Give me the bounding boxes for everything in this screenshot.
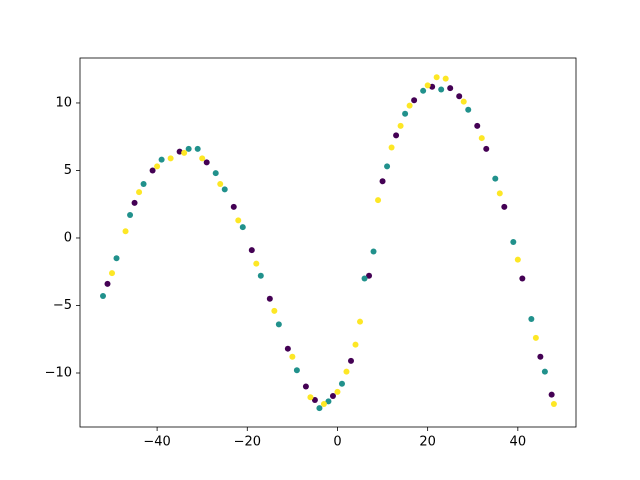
scatter-point <box>181 149 188 156</box>
scatter-point <box>537 353 544 360</box>
scatter-point <box>320 401 327 408</box>
scatter-point <box>230 203 237 210</box>
scatter-point <box>176 148 183 155</box>
scatter-point <box>239 224 246 231</box>
scatter-point <box>492 175 499 182</box>
y-tick-label: 0 <box>64 230 72 245</box>
scatter-point <box>465 106 472 113</box>
scatter-point <box>375 197 382 204</box>
x-tick-label: 20 <box>419 435 436 450</box>
x-tick-label: −20 <box>234 435 261 450</box>
plot-frame <box>79 57 577 428</box>
scatter-point <box>501 203 508 210</box>
scatter-point <box>496 190 503 197</box>
scatter-point <box>397 122 404 129</box>
scatter-point <box>402 110 409 117</box>
scatter-point <box>302 383 309 390</box>
scatter-point <box>541 368 548 375</box>
scatter-point <box>411 97 418 104</box>
scatter-point <box>514 256 521 263</box>
scatter-point <box>154 163 161 170</box>
scatter-point <box>548 391 555 398</box>
scatter-point <box>289 353 296 360</box>
x-tick-label: 0 <box>333 435 341 450</box>
scatter-point <box>316 405 323 412</box>
scatter-point <box>370 248 377 255</box>
x-tick-label: −40 <box>143 435 170 450</box>
scatter-point <box>406 102 413 109</box>
scatter-point <box>510 239 517 246</box>
scatter-point <box>266 295 273 302</box>
scatter-point <box>352 341 359 348</box>
scatter-point <box>334 388 341 395</box>
scatter-point <box>122 228 129 235</box>
y-tick-label: 5 <box>64 163 72 178</box>
scatter-point <box>379 178 386 185</box>
scatter-point <box>203 159 210 166</box>
scatter-point <box>442 75 449 82</box>
scatter-point <box>456 93 463 100</box>
scatter-point <box>433 74 440 81</box>
scatter-point <box>127 212 134 219</box>
scatter-point <box>478 135 485 142</box>
scatter-point <box>109 270 116 277</box>
y-tick-label: −10 <box>45 365 72 380</box>
scatter-point <box>140 180 147 187</box>
scatter-point <box>104 280 111 287</box>
scatter-point <box>221 186 228 193</box>
scatter-point <box>519 275 526 282</box>
y-tick-label: −5 <box>53 298 72 313</box>
scatter-point <box>185 145 192 152</box>
scatter-point <box>366 272 373 279</box>
scatter-point <box>253 260 260 267</box>
scatter-point <box>447 85 454 92</box>
scatter-point <box>474 122 481 129</box>
scatter-point <box>199 155 206 162</box>
scatter-point <box>293 367 300 374</box>
scatter-point <box>550 401 557 408</box>
scatter-point <box>271 307 278 314</box>
scatter-point <box>131 199 138 206</box>
scatter-point <box>149 167 156 174</box>
scatter-point <box>347 357 354 364</box>
scatter-point <box>158 156 165 163</box>
scatter-point <box>361 275 368 282</box>
scatter-point <box>311 396 318 403</box>
scatter-point <box>248 247 255 254</box>
scatter-point <box>257 272 264 279</box>
scatter-point <box>136 189 143 196</box>
scatter-point <box>460 98 467 105</box>
scatter-point <box>217 180 224 187</box>
scatter-point <box>420 87 427 94</box>
scatter-point <box>329 392 336 399</box>
scatter-point <box>532 334 539 341</box>
scatter-point <box>388 144 395 151</box>
scatter-point <box>307 394 314 401</box>
scatter-point <box>167 155 174 162</box>
scatter-point <box>113 255 120 262</box>
scatter-point <box>343 368 350 375</box>
y-tick-label: 10 <box>55 95 72 110</box>
scatter-point <box>194 145 201 152</box>
scatter-point <box>338 380 345 387</box>
scatter-point <box>235 217 242 224</box>
scatter-point <box>438 86 445 93</box>
scatter-point <box>384 163 391 170</box>
scatter-point <box>99 293 106 300</box>
scatter-point <box>275 321 282 328</box>
scatter-point <box>424 82 431 89</box>
scatter-point <box>357 318 364 325</box>
scatter-point <box>212 170 219 177</box>
scatter-point <box>483 145 490 152</box>
scatter-point <box>325 398 332 405</box>
scatter-point <box>528 315 535 322</box>
x-tick-label: 40 <box>510 435 527 450</box>
scatter-point <box>429 83 436 90</box>
scatter-point <box>284 345 291 352</box>
scatter-point <box>393 132 400 139</box>
